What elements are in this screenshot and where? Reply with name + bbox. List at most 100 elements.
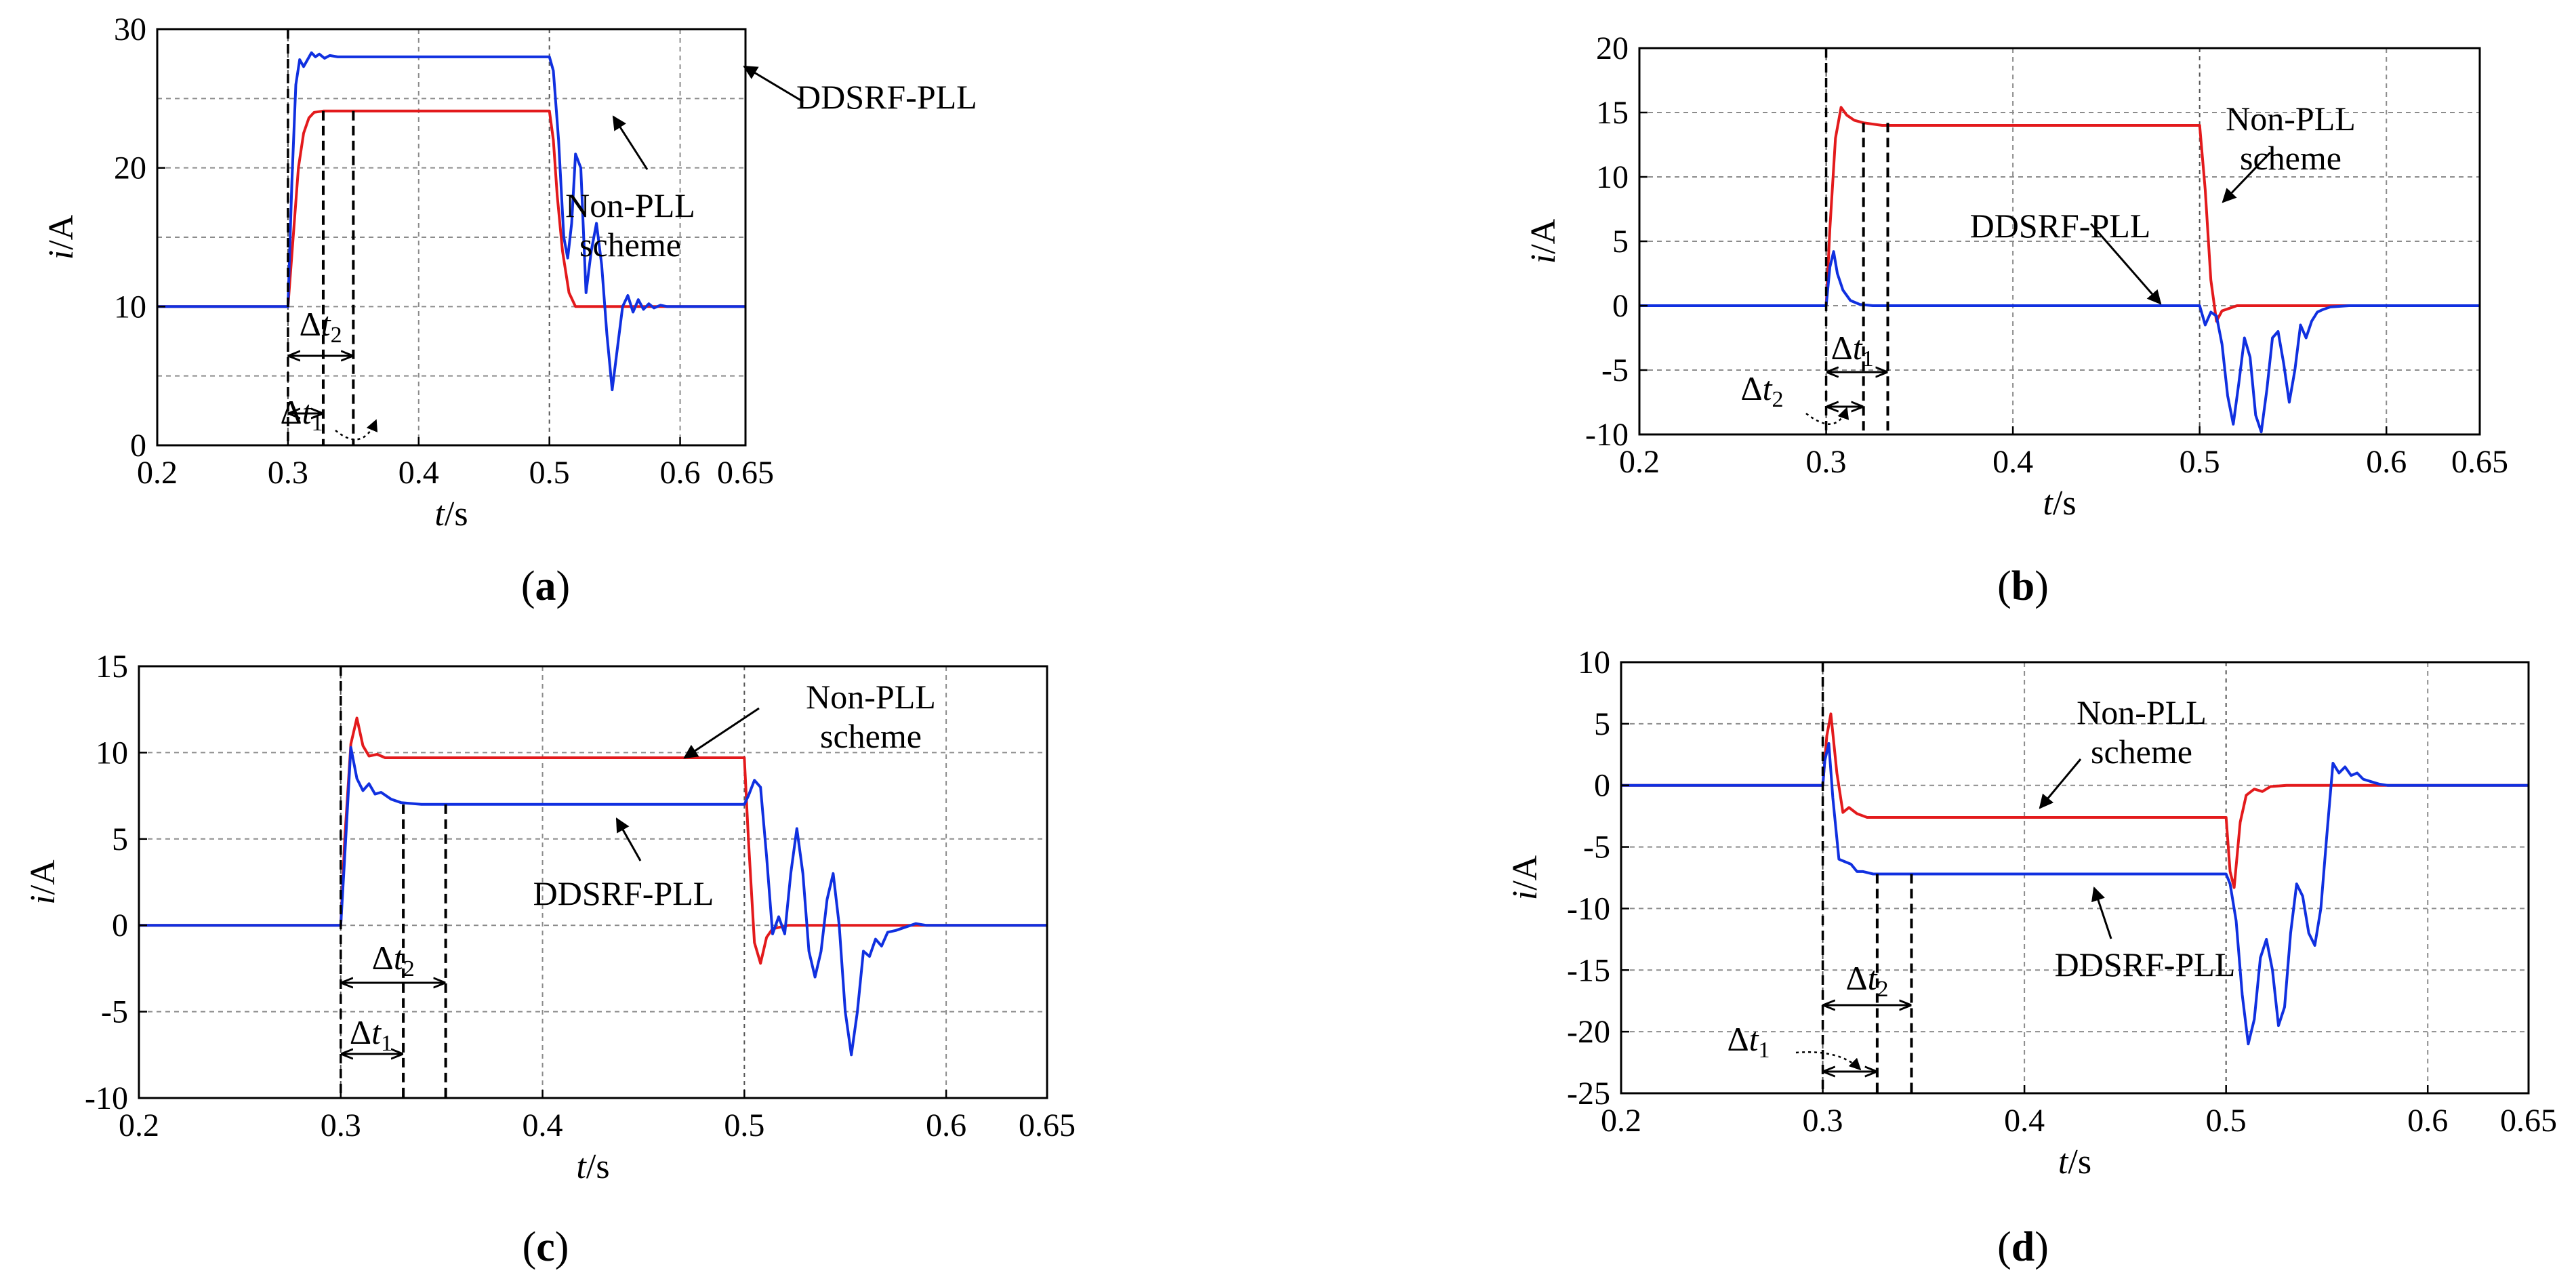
series-annotation: DDSRF-PLL (533, 874, 714, 912)
y-tick-label: 0 (112, 908, 128, 943)
panel-caption: (a) (521, 563, 570, 609)
series-line-non-pll-scheme (1621, 712, 2529, 889)
y-tick-label: 5 (1594, 706, 1610, 742)
plot-frame (156, 28, 747, 447)
series-line-ddsrf-pll (157, 51, 745, 392)
y-tick-label: 15 (96, 649, 128, 685)
y-tick-label: -10 (85, 1080, 128, 1116)
x-tick-label: 0.5 (724, 1107, 764, 1143)
x-tick-label: 0.65 (2500, 1103, 2557, 1139)
interval-label-pointer (335, 419, 378, 441)
x-tick-label: 0.6 (660, 455, 701, 491)
y-tick-label: -20 (1567, 1014, 1610, 1050)
series-annotation: DDSRF-PLL (2055, 946, 2236, 983)
chart-panel-c: 0.2 0.3 0.4 0.5 0.6 0.65 -10 -5 0 5 10 15 t/s i/A (c) N… (24, 649, 1076, 1270)
series-line-ddsrf-pll (139, 746, 1047, 1057)
series-line-ddsrf-pll (1621, 741, 2529, 1046)
x-tick-label: 0.6 (2407, 1103, 2448, 1139)
x-tick-label: 0.2 (119, 1107, 159, 1143)
series-annotation: DDSRF-PLL (1970, 207, 2151, 245)
y-tick-label: 0 (1594, 768, 1610, 804)
interval-label: Δt1 (1831, 329, 1874, 371)
y-tick-label: 5 (1612, 224, 1629, 260)
series-annotation: Non-PLL scheme (2226, 100, 2356, 177)
y-tick-label: 5 (112, 821, 128, 857)
y-tick-label: -5 (101, 994, 128, 1030)
interval-label-pointer (1795, 1051, 1862, 1071)
chart-panel-b: 0.2 0.3 0.4 0.5 0.6 0.65 -10 -5 0 5 10 15 20 t/s i/A (b… (1524, 30, 2508, 609)
series-annotation: Non-PLL scheme (565, 186, 695, 264)
x-tick-label: 0.65 (1019, 1107, 1076, 1143)
x-tick-label: 0.3 (1803, 1103, 1843, 1139)
annotation-arrow (2091, 887, 2112, 939)
x-tick-label: 0.6 (2366, 444, 2407, 480)
y-tick-label: 0 (1612, 288, 1629, 324)
x-tick-label: 0.4 (1992, 444, 2033, 480)
interval-label: Δt2 (1845, 959, 1888, 1002)
interval-label: Δt1 (280, 393, 323, 436)
y-axis-label: i/A (1524, 218, 1563, 264)
x-tick-label: 0.5 (2206, 1103, 2247, 1139)
y-tick-label: -25 (1567, 1076, 1610, 1112)
panel-caption: (d) (1997, 1224, 2049, 1270)
x-tick-label: 0.3 (268, 455, 308, 491)
y-tick-label: 10 (1596, 159, 1629, 195)
series-annotation: Non-PLL scheme (806, 678, 936, 755)
y-tick-label: 10 (1578, 645, 1610, 680)
y-tick-label: 20 (114, 150, 146, 186)
y-tick-label: 10 (114, 289, 146, 325)
x-tick-label: 0.5 (529, 455, 570, 491)
panels: 0.2 0.3 0.4 0.5 0.6 0.650102030t/si/A(a)DDSRF… (24, 12, 2557, 1270)
y-axis-label: i/A (24, 859, 62, 905)
x-tick-label: 0.65 (2451, 444, 2508, 480)
x-axis-label: t/s (2058, 1143, 2091, 1181)
annotation-arrow (2039, 758, 2082, 809)
series-annotation: DDSRF-PLL (796, 78, 977, 116)
y-tick-label: -10 (1585, 417, 1629, 453)
annotation-arrow (615, 817, 642, 861)
y-tick-label: -5 (1601, 352, 1629, 388)
x-tick-label: 0.4 (2004, 1103, 2045, 1139)
panel-caption: (b) (1997, 563, 2049, 609)
y-axis-label: i/A (42, 214, 81, 260)
x-tick-label: 0.4 (523, 1107, 563, 1143)
x-tick-label: 0.65 (717, 455, 774, 491)
annotation-arrow (683, 707, 760, 759)
series-line-non-pll-scheme (1639, 106, 2480, 323)
y-tick-label: 0 (130, 428, 146, 464)
interval-label: Δt2 (372, 939, 415, 981)
x-tick-label: 0.2 (1601, 1103, 1641, 1139)
interval-label: Δt1 (350, 1013, 392, 1056)
y-tick-label: -15 (1567, 952, 1610, 988)
y-tick-label: -10 (1567, 891, 1610, 927)
interval-label: Δt2 (1740, 369, 1783, 412)
x-tick-label: 0.3 (1806, 444, 1847, 480)
x-tick-label: 0.6 (926, 1107, 966, 1143)
x-axis-label: t/s (434, 495, 468, 533)
y-tick-label: -5 (1583, 830, 1610, 866)
series-annotation: Non-PLL scheme (2077, 693, 2207, 771)
panel-caption: (c) (523, 1224, 569, 1270)
x-tick-label: 0.3 (321, 1107, 361, 1143)
plot-frame (138, 665, 1048, 1099)
annotation-arrow (743, 65, 804, 103)
x-axis-label: t/s (2043, 484, 2076, 523)
chart-panel-d: 0.2 0.3 0.4 0.5 0.6 0.65 -25 -20 -15 -10 -5 0 5 10 t/s… (1506, 645, 2557, 1270)
y-tick-label: 10 (96, 735, 128, 771)
annotation-arrow (612, 115, 649, 170)
annotation-arrow (2089, 223, 2162, 305)
chart-panel-a: 0.2 0.3 0.4 0.5 0.6 0.65 0 10 20 30 t/s i/A (a) DDSRF… (42, 12, 977, 609)
interval-label: Δt1 (1727, 1020, 1770, 1063)
y-axis-label: i/A (1506, 855, 1545, 900)
x-tick-label: 0.4 (398, 455, 439, 491)
y-tick-label: 20 (1596, 30, 1629, 66)
interval-label-pointer (1805, 407, 1849, 425)
series-line-non-pll-scheme (139, 716, 1047, 965)
plot-frame (1620, 661, 2530, 1095)
x-tick-label: 0.2 (1619, 444, 1660, 480)
y-tick-label: 30 (114, 12, 146, 47)
annotation-arrow (2222, 151, 2272, 203)
x-tick-label: 0.5 (2180, 444, 2220, 480)
x-tick-label: 0.2 (137, 455, 178, 491)
